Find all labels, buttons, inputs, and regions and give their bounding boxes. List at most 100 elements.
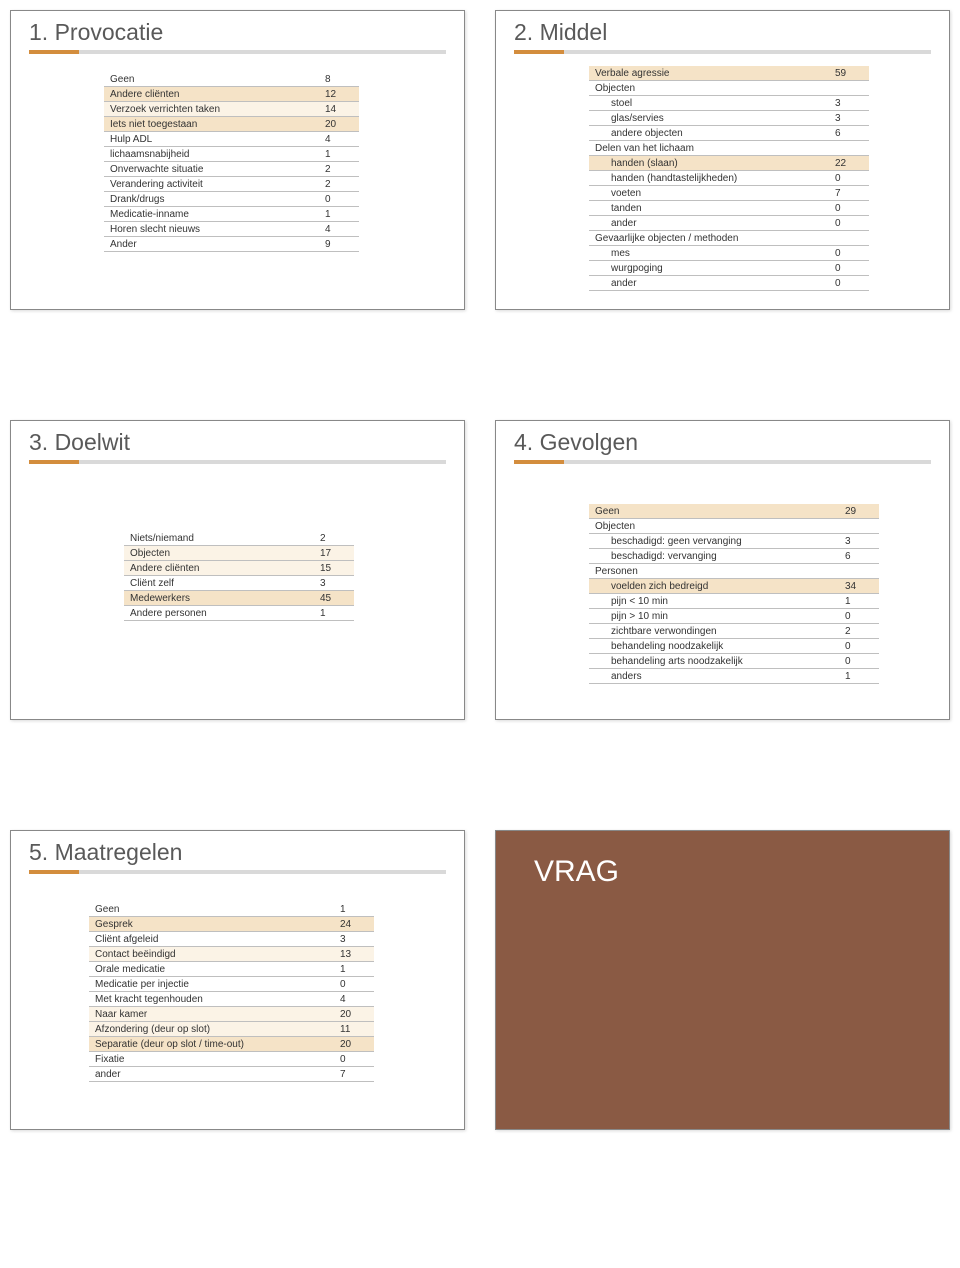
table-row: Horen slecht nieuws4: [104, 222, 359, 237]
row-value: 6: [829, 126, 869, 141]
row-value: [829, 231, 869, 246]
row-value: 2: [319, 177, 359, 192]
table-row: pijn > 10 min0: [589, 609, 879, 624]
row-value: 1: [839, 594, 879, 609]
row-value: 3: [839, 534, 879, 549]
row-2: 3. Doelwit Niets/niemand2Objecten17Ander…: [10, 420, 950, 720]
accent-bar: [29, 50, 446, 54]
table-row: Objecten: [589, 81, 869, 96]
table-row: Onverwachte situatie2: [104, 162, 359, 177]
row-label: ander: [589, 276, 829, 291]
row-value: 4: [319, 222, 359, 237]
table-row: Objecten: [589, 519, 879, 534]
row-value: 14: [319, 102, 359, 117]
row-label: behandeling arts noodzakelijk: [589, 654, 839, 669]
slide-body: Niets/niemand2Objecten17Andere cliënten1…: [11, 472, 464, 637]
table-row: Objecten17: [124, 546, 354, 561]
slide-header: 3. Doelwit: [11, 421, 464, 464]
row-value: 1: [319, 207, 359, 222]
row-label: Andere cliënten: [124, 561, 314, 576]
row-value: 3: [829, 96, 869, 111]
row-label: Separatie (deur op slot / time-out): [89, 1037, 334, 1052]
table-row: lichaamsnabijheid1: [104, 147, 359, 162]
accent-bar: [514, 50, 931, 54]
row-value: [829, 141, 869, 156]
row-value: 0: [829, 246, 869, 261]
row-value: 0: [334, 977, 374, 992]
table-row: behandeling arts noodzakelijk0: [589, 654, 879, 669]
row-label: Contact beëindigd: [89, 947, 334, 962]
table-row: tanden0: [589, 201, 869, 216]
row-value: 0: [334, 1052, 374, 1067]
table-row: handen (handtastelijkheden)0: [589, 171, 869, 186]
row-value: 20: [334, 1007, 374, 1022]
row-label: Orale medicatie: [89, 962, 334, 977]
row-value: 8: [319, 72, 359, 87]
row-value: 29: [839, 504, 879, 519]
row-label: Geen: [589, 504, 839, 519]
row-label: Afzondering (deur op slot): [89, 1022, 334, 1037]
row-label: glas/servies: [589, 111, 829, 126]
table-row: Contact beëindigd13: [89, 947, 374, 962]
row-value: 0: [829, 216, 869, 231]
table-row: Naar kamer20: [89, 1007, 374, 1022]
table-row: Andere cliënten15: [124, 561, 354, 576]
row-label: Drank/drugs: [104, 192, 319, 207]
table-row: Andere personen1: [124, 606, 354, 621]
table-row: beschadigd: geen vervanging3: [589, 534, 879, 549]
table-row: Medewerkers45: [124, 591, 354, 606]
row-value: 11: [334, 1022, 374, 1037]
row-value: 17: [314, 546, 354, 561]
table-provocatie: Geen8Andere cliënten12Verzoek verrichten…: [104, 72, 359, 252]
row-label: Andere cliënten: [104, 87, 319, 102]
table-row: Geen29: [589, 504, 879, 519]
row-label: mes: [589, 246, 829, 261]
table-row: Separatie (deur op slot / time-out)20: [89, 1037, 374, 1052]
table-row: Iets niet toegestaan20: [104, 117, 359, 132]
slide-body: Geen29Objectenbeschadigd: geen vervangin…: [496, 472, 949, 700]
row-value: 2: [839, 624, 879, 639]
slide-title: 1. Provocatie: [29, 19, 446, 46]
table-row: stoel3: [589, 96, 869, 111]
row-label: pijn > 10 min: [589, 609, 839, 624]
table-row: Met kracht tegenhouden4: [89, 992, 374, 1007]
table-row: Verandering activiteit2: [104, 177, 359, 192]
row-label: Objecten: [589, 81, 829, 96]
row-label: anders: [589, 669, 839, 684]
slide-maatregelen: 5. Maatregelen Geen1Gesprek24Cliënt afge…: [10, 830, 465, 1130]
row-value: 0: [839, 609, 879, 624]
row-label: Geen: [89, 902, 334, 917]
row-label: behandeling noodzakelijk: [589, 639, 839, 654]
row-label: zichtbare verwondingen: [589, 624, 839, 639]
table-row: Geen8: [104, 72, 359, 87]
row-label: lichaamsnabijheid: [104, 147, 319, 162]
table-doelwit: Niets/niemand2Objecten17Andere cliënten1…: [124, 531, 354, 621]
row-value: 2: [314, 531, 354, 546]
slide-title: 5. Maatregelen: [29, 839, 446, 866]
table-middel: Verbale agressie59Objectenstoel3glas/ser…: [589, 66, 869, 291]
row-value: 22: [829, 156, 869, 171]
table-row: Hulp ADL4: [104, 132, 359, 147]
row-label: handen (slaan): [589, 156, 829, 171]
row-value: [839, 564, 879, 579]
table-row: Medicatie per injectie0: [89, 977, 374, 992]
slide-body: Geen8Andere cliënten12Verzoek verrichten…: [11, 62, 464, 268]
table-row: mes0: [589, 246, 869, 261]
table-row: zichtbare verwondingen2: [589, 624, 879, 639]
row-value: 13: [334, 947, 374, 962]
slide-header: 4. Gevolgen: [496, 421, 949, 464]
vrag-title: VRAG: [496, 831, 949, 913]
row-value: 1: [334, 962, 374, 977]
row-label: Met kracht tegenhouden: [89, 992, 334, 1007]
row-value: 9: [319, 237, 359, 252]
row-value: 45: [314, 591, 354, 606]
row-value: 20: [334, 1037, 374, 1052]
row-value: 4: [319, 132, 359, 147]
table-row: andere objecten6: [589, 126, 869, 141]
row-label: beschadigd: vervanging: [589, 549, 839, 564]
row-label: beschadigd: geen vervanging: [589, 534, 839, 549]
table-row: Afzondering (deur op slot)11: [89, 1022, 374, 1037]
row-value: 0: [839, 639, 879, 654]
table-row: voeten7: [589, 186, 869, 201]
table-gevolgen: Geen29Objectenbeschadigd: geen vervangin…: [589, 504, 879, 684]
